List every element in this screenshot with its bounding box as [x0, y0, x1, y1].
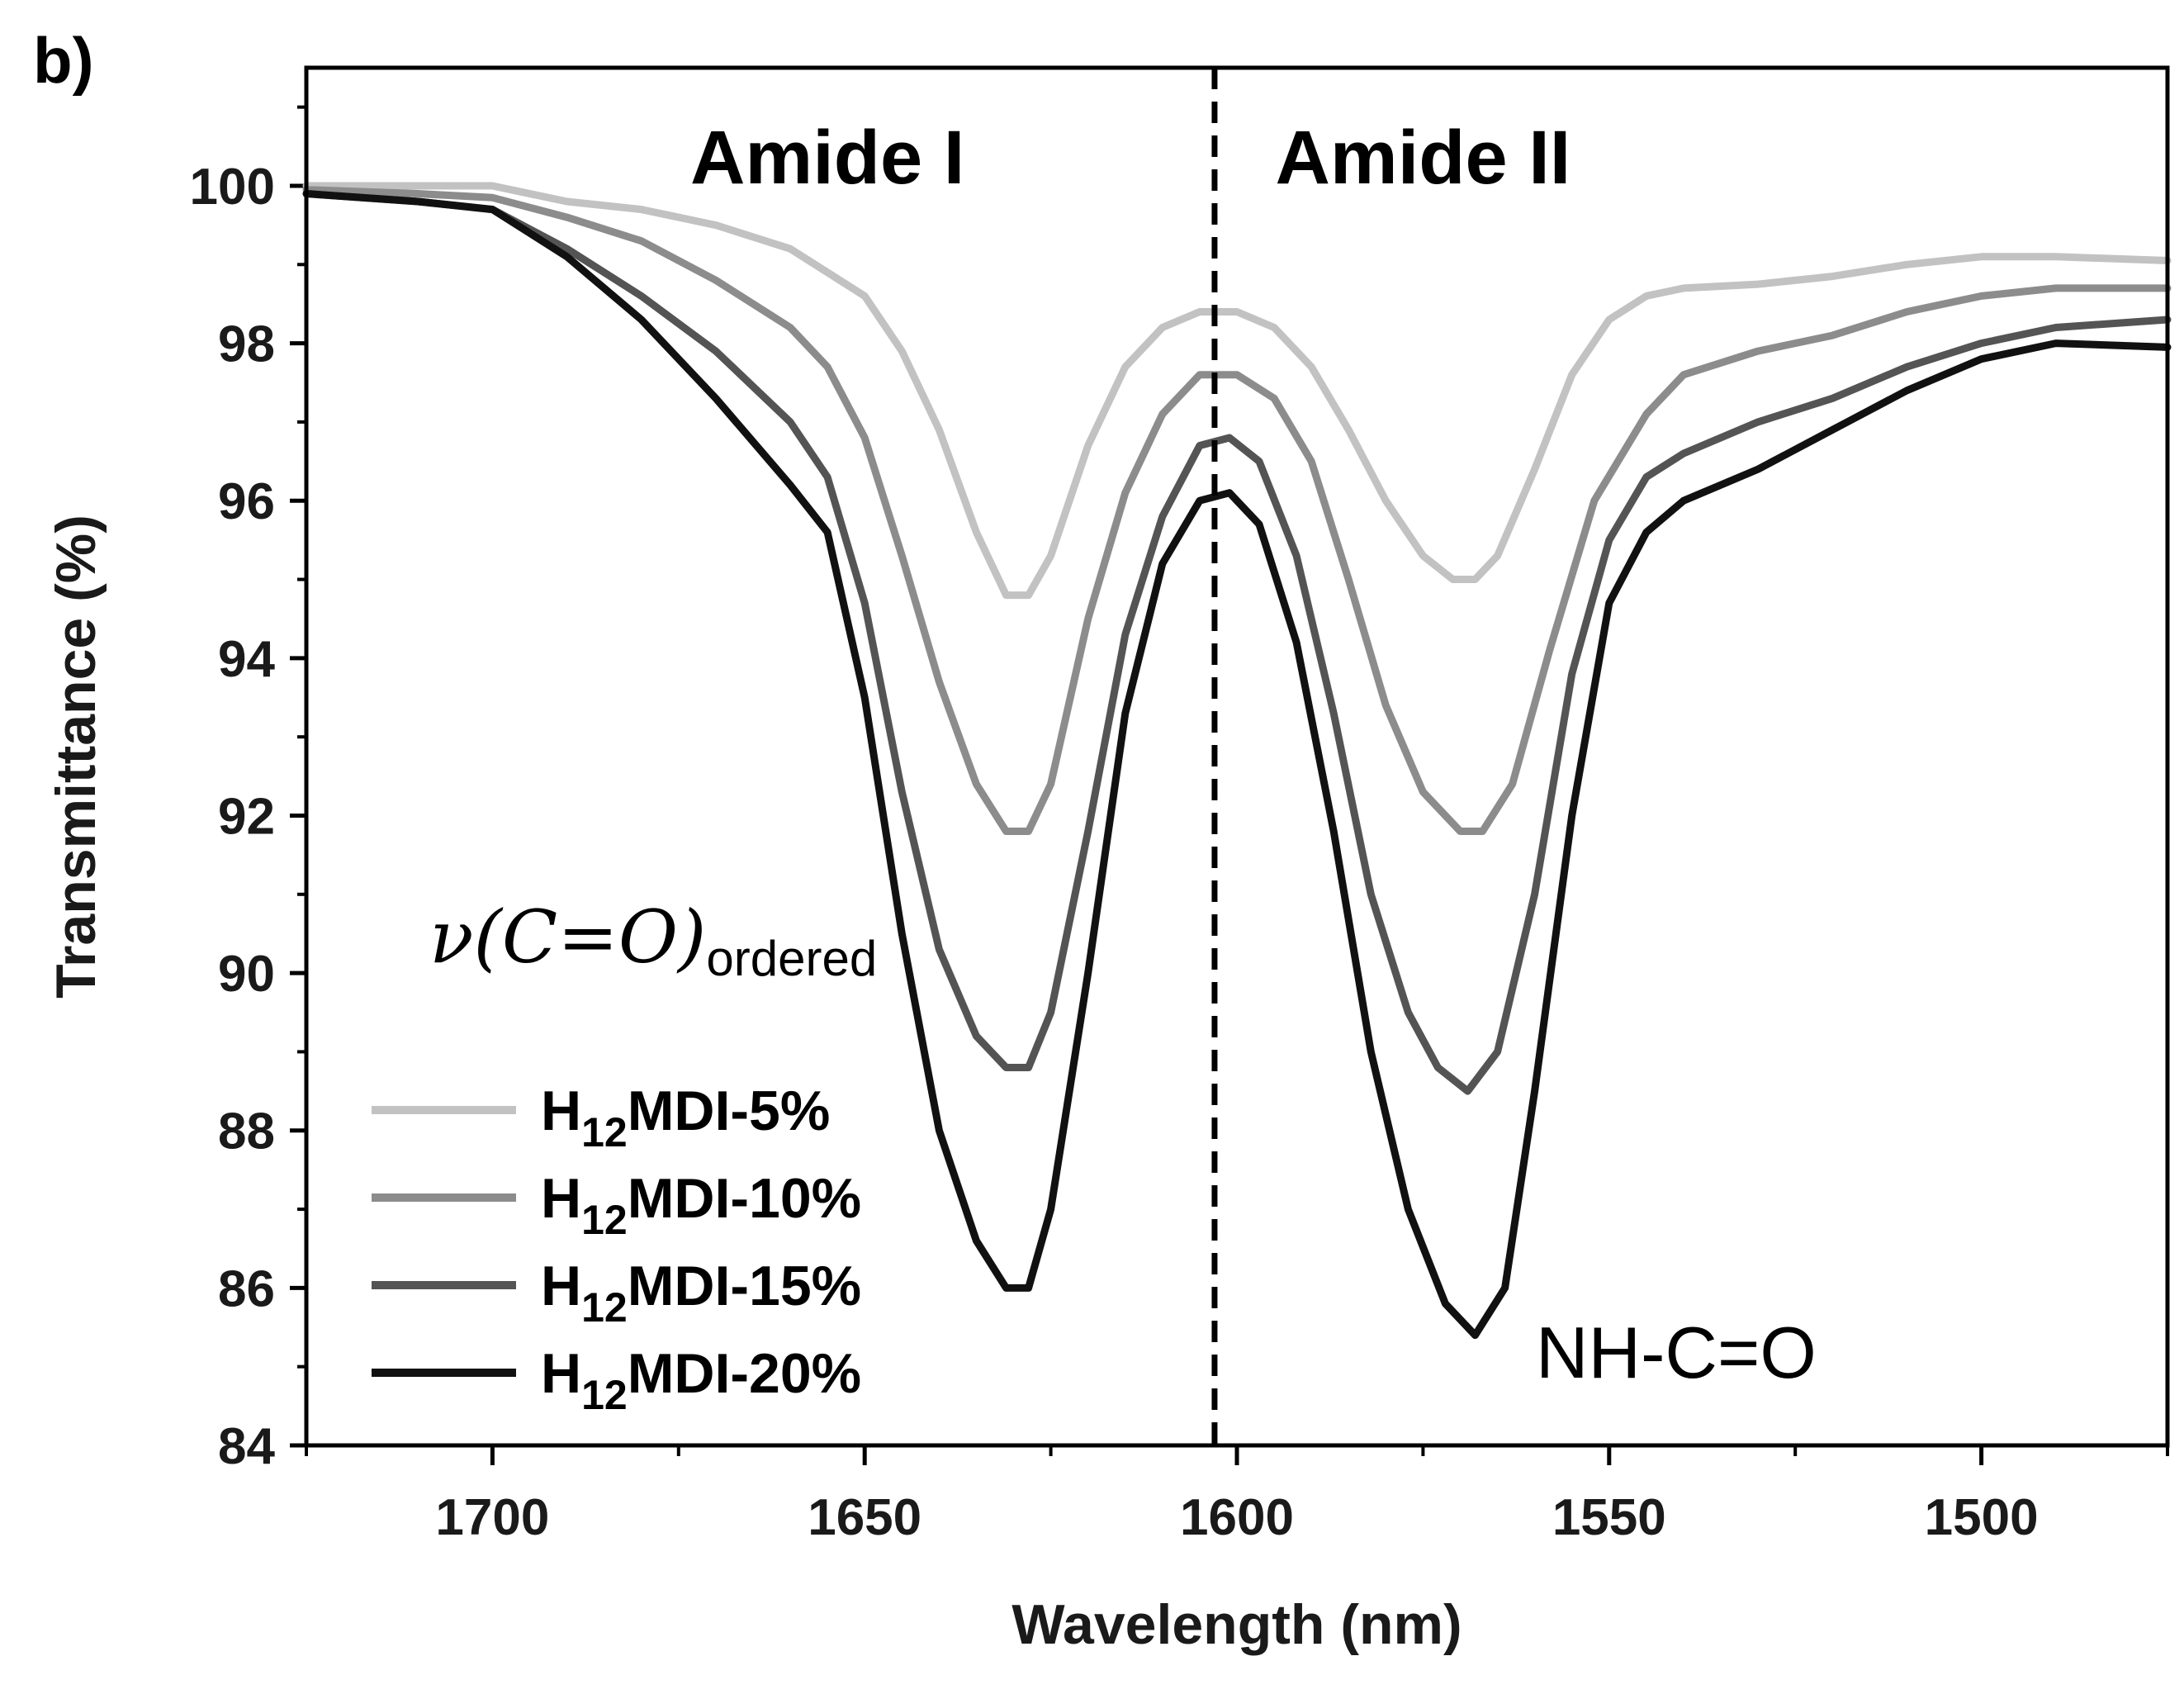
series-lines	[302, 182, 2172, 1340]
legend-label-subscript: 12	[581, 1109, 628, 1155]
legend-label-suffix: MDI-10%	[628, 1167, 861, 1230]
legend-label-subscript: 12	[581, 1284, 628, 1331]
series-line-2	[302, 186, 2172, 835]
y-tick-label-86: 86	[218, 1260, 275, 1317]
legend-label-prefix: H	[541, 1255, 581, 1317]
y-tick-label-92: 92	[218, 788, 275, 845]
legend-label-3: H12MDI-15%	[541, 1255, 861, 1331]
x-axis-title: Wavelength (nm)	[1011, 1593, 1462, 1656]
y-tick-label-94: 94	[218, 631, 275, 688]
y-tick-label-96: 96	[218, 473, 275, 530]
x-tick-label-1500: 1500	[1925, 1489, 2039, 1546]
annotation-carbonyl-ordered: ν(C=O)ordered	[429, 894, 877, 986]
y-axis-ticks: 84 86 88 90 92 94 96 98 100	[190, 105, 306, 1475]
legend-label-suffix: MDI-20%	[628, 1342, 861, 1405]
panel-label: b)	[33, 24, 94, 97]
region-label-amide-i: Amide I	[690, 116, 964, 200]
legend-label-2: H12MDI-10%	[541, 1167, 861, 1243]
legend-label-prefix: H	[541, 1080, 581, 1142]
legend-label-subscript: 12	[581, 1197, 628, 1243]
y-tick-label-98: 98	[218, 316, 275, 373]
legend-label-subscript: 12	[581, 1372, 628, 1418]
legend-label-prefix: H	[541, 1342, 581, 1405]
annotation-carbonyl-main: ν(C=O)	[429, 894, 706, 980]
legend-label-1: H12MDI-5%	[541, 1080, 830, 1155]
x-axis-ticks: 1700 1650 1600 1550 1500	[305, 1445, 2169, 1546]
region-label-amide-ii: Amide II	[1275, 116, 1570, 200]
y-axis-title: Transmittance (%)	[45, 515, 107, 999]
x-tick-label-1600: 1600	[1180, 1489, 1294, 1546]
y-tick-label-84: 84	[218, 1418, 275, 1475]
y-tick-label-100: 100	[190, 159, 275, 216]
legend: H12MDI-5%H12MDI-10%H12MDI-15%H12MDI-20%	[372, 1080, 861, 1418]
legend-label-suffix: MDI-5%	[628, 1080, 831, 1142]
x-tick-label-1650: 1650	[808, 1489, 921, 1546]
legend-label-suffix: MDI-15%	[628, 1255, 861, 1317]
annotation-nh-co: NH-C=O	[1536, 1312, 1817, 1393]
series-line-4	[302, 190, 2172, 1340]
x-tick-label-1550: 1550	[1552, 1489, 1666, 1546]
plot-frame	[304, 65, 2170, 1448]
x-tick-label-1700: 1700	[435, 1489, 549, 1546]
series-line-3	[302, 190, 2172, 1095]
y-tick-label-90: 90	[218, 946, 275, 1003]
series-line-1	[302, 182, 2172, 600]
annotation-carbonyl-subscript: ordered	[706, 931, 877, 986]
legend-label-4: H12MDI-20%	[541, 1342, 861, 1418]
y-tick-label-88: 88	[218, 1103, 275, 1160]
legend-label-prefix: H	[541, 1167, 581, 1230]
